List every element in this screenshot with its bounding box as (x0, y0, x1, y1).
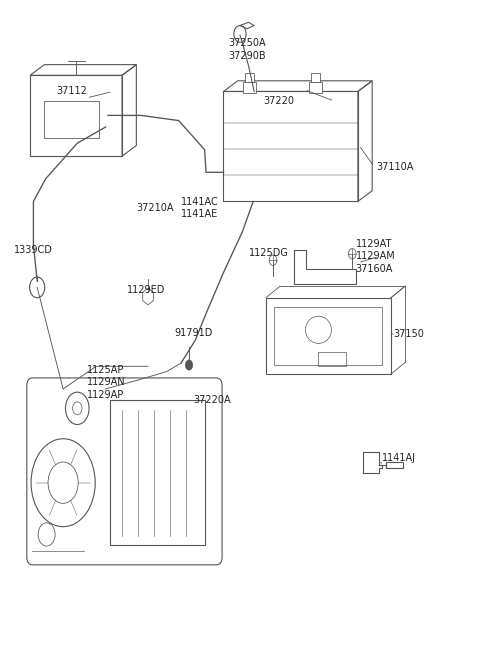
Text: 91791D: 91791D (174, 328, 212, 338)
Text: 1125DG: 1125DG (250, 248, 289, 258)
Bar (243, 82, 255, 94)
Text: 1129AT
1129AM
37160A: 1129AT 1129AM 37160A (356, 239, 396, 274)
Bar (110, 400, 204, 546)
Text: 1141AC
1141AE: 1141AC 1141AE (181, 196, 219, 219)
Text: 37220A: 37220A (193, 395, 230, 405)
Text: 37110A: 37110A (377, 162, 414, 172)
Bar (245, 73, 253, 82)
Text: 37250A
37290B: 37250A 37290B (228, 38, 266, 61)
Text: 37150: 37150 (393, 329, 424, 339)
Text: 1141AJ: 1141AJ (382, 453, 416, 463)
Text: 1339CD: 1339CD (13, 245, 52, 255)
Circle shape (269, 255, 277, 265)
Text: 1129ED: 1129ED (127, 285, 165, 295)
Circle shape (348, 249, 356, 259)
Bar (318, 352, 346, 366)
Bar (311, 73, 320, 82)
Text: 37220: 37220 (264, 96, 295, 106)
Text: 1125AP
1129AN
1129AP: 1125AP 1129AN 1129AP (87, 365, 125, 400)
Text: 37210A: 37210A (136, 203, 174, 213)
Circle shape (185, 360, 193, 370)
Text: 37112: 37112 (56, 86, 87, 96)
Bar (309, 82, 322, 94)
Bar (275, 307, 383, 365)
Bar (266, 298, 391, 374)
